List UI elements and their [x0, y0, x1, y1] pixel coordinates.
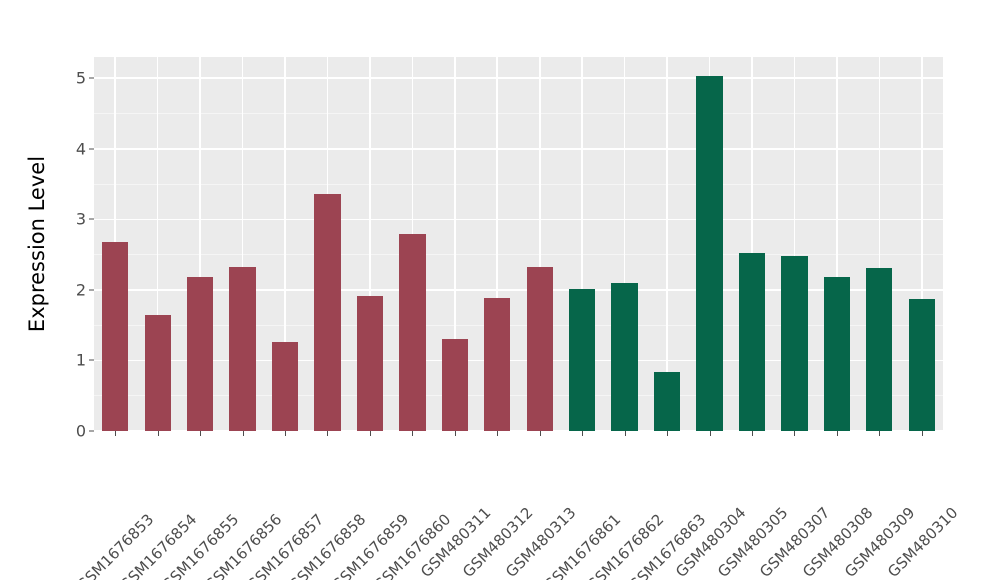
y-axis-title: Expression Level [25, 155, 49, 333]
y-axis-tick-label: 0 [75, 421, 86, 441]
gridline-horizontal-minor [94, 183, 943, 185]
gridline-horizontal-major [94, 218, 943, 221]
y-axis-tick-label: 4 [75, 139, 86, 159]
y-axis-tick-label: 3 [75, 209, 86, 229]
gridline-vertical-major [920, 57, 923, 431]
x-axis-tick-mark [794, 431, 796, 436]
x-axis-tick-mark [369, 431, 371, 436]
gridline-horizontal-minor [94, 254, 943, 256]
bar[interactable] [186, 277, 214, 431]
y-axis-tick-mark [89, 289, 94, 291]
gridline-horizontal-major [94, 77, 943, 79]
bar[interactable] [653, 372, 681, 431]
bar[interactable] [229, 266, 256, 431]
x-axis-tick-mark [582, 431, 584, 436]
gridline-vertical-major [284, 57, 286, 431]
y-axis-tick-mark [89, 148, 94, 150]
bar[interactable] [484, 297, 511, 431]
x-axis-tick-mark [539, 431, 541, 436]
plot-panel [94, 57, 943, 431]
bar[interactable] [781, 256, 808, 431]
x-axis-tick-mark [454, 431, 456, 436]
gridline-vertical-major [199, 57, 201, 431]
bar[interactable] [611, 282, 638, 431]
y-axis-tick-mark [89, 359, 94, 361]
bar[interactable] [569, 289, 596, 431]
y-axis-tick-mark [89, 430, 94, 432]
gridline-vertical-major [751, 57, 753, 431]
x-axis-tick-mark [157, 431, 159, 436]
gridline-vertical-major [878, 57, 881, 431]
gridline-vertical-major [581, 57, 583, 431]
gridline-horizontal-major [94, 147, 943, 150]
bar[interactable] [314, 193, 341, 431]
x-axis-tick-mark [285, 431, 287, 436]
y-axis-tick-mark [89, 77, 94, 79]
x-axis-tick-mark [624, 431, 626, 436]
bar[interactable] [102, 241, 129, 431]
y-axis-tick-label: 2 [75, 280, 86, 300]
bar[interactable] [738, 253, 766, 431]
bar[interactable] [526, 267, 553, 431]
gridline-vertical-major [496, 57, 499, 431]
x-axis-tick-mark [327, 431, 329, 436]
y-axis-tick-label: 5 [75, 68, 86, 88]
gridline-horizontal-minor [94, 112, 943, 114]
gridline-vertical-major [623, 57, 626, 431]
x-axis-tick-mark [497, 431, 499, 436]
bar[interactable] [441, 338, 468, 431]
x-axis-tick-mark [115, 431, 117, 436]
gridline-vertical-major [454, 57, 456, 431]
gridline-horizontal-minor [94, 324, 943, 326]
gridline-vertical-major [836, 57, 838, 431]
y-axis-tick-mark [89, 218, 94, 220]
x-axis-tick-mark [667, 431, 669, 436]
gridline-horizontal-minor [94, 395, 943, 397]
bar[interactable] [908, 299, 935, 431]
y-axis-tick-label: 1 [75, 350, 86, 370]
bar[interactable] [866, 268, 893, 431]
gridline-vertical-major [156, 57, 159, 431]
gridline-vertical-major [369, 57, 371, 431]
gridline-vertical-major [241, 57, 244, 431]
bar[interactable] [823, 277, 851, 431]
x-axis: GSM1676853 GSM1676854 GSM1676855 GSM1676856… [73, 431, 961, 580]
y-axis: 0 1 2 3 4 5 [55, 57, 94, 441]
bar[interactable] [696, 76, 723, 431]
x-axis-tick-mark [412, 431, 414, 436]
x-axis-tick-mark [879, 431, 881, 436]
gridline-vertical-major [538, 57, 541, 431]
bar[interactable] [271, 342, 299, 431]
bar[interactable] [356, 295, 384, 431]
gridline-horizontal-major [94, 430, 943, 431]
x-axis-tick-mark [200, 431, 202, 436]
x-axis-tick-mark [242, 431, 244, 436]
x-axis-tick-mark [921, 431, 923, 436]
gridline-horizontal-major [94, 289, 943, 291]
x-axis-tick-mark [751, 431, 753, 436]
bar[interactable] [399, 234, 426, 431]
bar[interactable] [144, 314, 171, 431]
gridline-horizontal-major [94, 359, 943, 362]
gridline-vertical-major [666, 57, 668, 431]
x-axis-tick-mark [836, 431, 838, 436]
gridline-vertical-major [793, 57, 796, 431]
x-axis-tick-mark [709, 431, 711, 436]
